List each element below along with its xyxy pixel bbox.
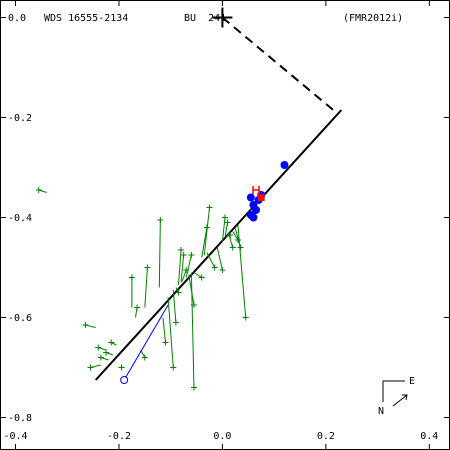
- orbit-line: [94, 109, 343, 381]
- speckle-point: [249, 213, 258, 222]
- x-tick-label: 0.4: [420, 431, 438, 442]
- micrometric-residual: [237, 224, 247, 318]
- y-tick-label: -0.2: [8, 113, 32, 124]
- micrometric-residual: [203, 207, 210, 256]
- y-tick-label: -0.6: [8, 313, 32, 324]
- compass-east-label: E: [409, 376, 415, 387]
- micrometric-residual: [232, 231, 239, 241]
- line-of-nodes: [221, 16, 337, 114]
- chart-marks: [35, 7, 343, 391]
- y-tick-label: -0.8: [8, 413, 32, 424]
- discoverer-designation: BU 241: [184, 13, 226, 24]
- micrometric-residual: [190, 272, 195, 388]
- micrometric-residual: [172, 289, 177, 323]
- recent-point-square: [257, 194, 265, 201]
- micrometric-residual: [201, 227, 208, 258]
- y-tick-label: -0.4: [8, 213, 32, 224]
- speckle-point: [280, 161, 289, 169]
- micrometric-residual: [167, 297, 174, 368]
- interferometric-point: [120, 376, 129, 384]
- compass-north-label: N: [378, 406, 384, 417]
- orbit-reference: (FMR2012i): [343, 13, 403, 24]
- y-tick-label: 0.0: [8, 13, 26, 24]
- interferometric-residual: [123, 304, 169, 381]
- micrometric-residual: [216, 247, 223, 271]
- micrometric-residual: [181, 269, 187, 282]
- compass-motion-arrow: [392, 394, 408, 407]
- micrometric-residual: [144, 267, 148, 308]
- micrometric-residual: [180, 254, 185, 283]
- compass-arrow-head: [402, 394, 408, 401]
- micrometric-residual: [228, 233, 234, 248]
- micrometric-residual: [162, 317, 167, 343]
- compass: E N: [378, 376, 415, 417]
- speckle-point: [252, 206, 261, 214]
- micrometric-residual: [221, 217, 226, 242]
- micrometric-residual: [158, 219, 161, 288]
- x-tick-label: 0.2: [317, 431, 335, 442]
- micrometric-residual: [193, 272, 202, 278]
- wds-designation: WDS 16555-2134: [44, 13, 128, 24]
- micrometric-residual: [177, 249, 182, 286]
- micrometric-residual: [185, 254, 192, 278]
- micrometric-residual: [206, 252, 216, 268]
- speckle-point: [246, 193, 255, 202]
- x-tick-label: 0.0: [213, 431, 231, 442]
- x-tick-label: -0.2: [107, 431, 131, 442]
- x-tick-label: -0.4: [3, 431, 27, 442]
